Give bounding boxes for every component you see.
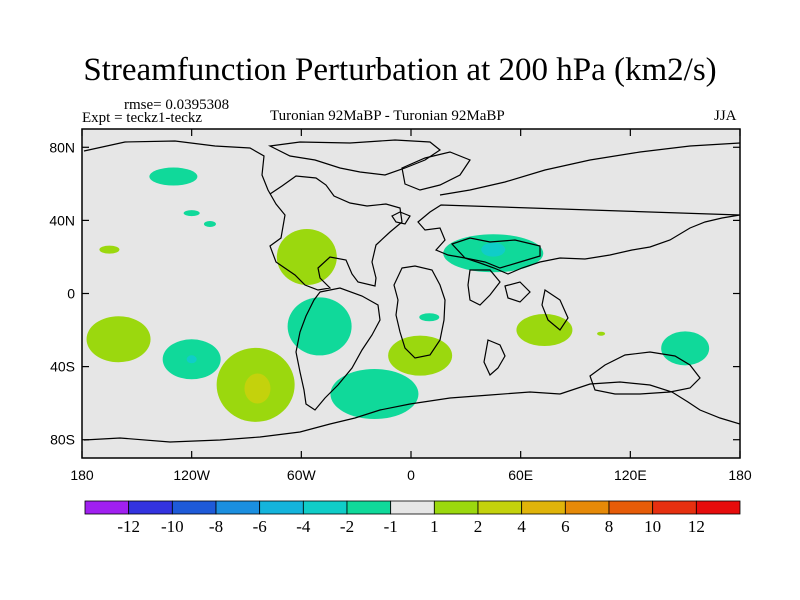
- y-tick-label: 80S: [50, 432, 75, 448]
- coastlines: [83, 139, 740, 443]
- anomaly-region: [516, 314, 573, 347]
- anomaly-region: [481, 242, 506, 257]
- x-tick-label: 60W: [287, 467, 317, 483]
- colorbar-label: 2: [474, 517, 483, 536]
- colorbar-swatch: [259, 500, 304, 515]
- anomaly-region: [419, 313, 440, 322]
- rmse-label: rmse= 0.0395308: [124, 97, 230, 113]
- anomaly-region: [86, 316, 151, 363]
- colorbar-swatch: [171, 500, 217, 515]
- colorbar-swatch: [564, 500, 610, 515]
- colorbar-label: 8: [605, 517, 614, 536]
- anomaly-region: [149, 167, 198, 186]
- colorbar-swatch: [433, 500, 479, 515]
- anomaly-region: [99, 245, 120, 254]
- colorbar-label: -2: [340, 517, 354, 536]
- anomaly-region: [244, 373, 271, 404]
- colorbar-swatch: [521, 500, 566, 515]
- experiment-label: Expt = teckz1-teckz: [82, 110, 203, 126]
- anomaly-region: [276, 228, 337, 285]
- y-tick-label: 0: [67, 286, 75, 302]
- colorbar-swatch: [215, 500, 261, 515]
- colorbar: -12 -10 -8 -6 -4 -2 -1 1 2 4 6 8 10 12: [84, 500, 741, 536]
- colorbar-label: -4: [296, 517, 311, 536]
- period-label: Turonian 92MaBP - Turonian 92MaBP: [270, 108, 505, 124]
- colorbar-swatch: [302, 500, 348, 515]
- anomaly-region: [388, 335, 453, 376]
- colorbar-label: 12: [688, 517, 705, 536]
- colorbar-label: 4: [517, 517, 526, 536]
- y-tick-label: 40S: [50, 359, 75, 375]
- colorbar-label: -1: [384, 517, 398, 536]
- colorbar-label: -8: [209, 517, 223, 536]
- colorbar-swatch: [608, 500, 654, 515]
- longitude-axis: 180 120W 60W 0 60E 120E 180: [70, 129, 752, 483]
- colorbar-label: -12: [117, 517, 140, 536]
- colorbar-label: 6: [561, 517, 570, 536]
- latitude-axis: 80N 40N 0 40S 80S: [49, 139, 740, 448]
- x-tick-label: 0: [407, 467, 415, 483]
- x-tick-label: 180: [728, 467, 752, 483]
- colorbar-swatch: [390, 500, 435, 515]
- colorbar-label: -10: [161, 517, 184, 536]
- anomaly-region: [597, 331, 606, 336]
- anomaly-region: [661, 331, 710, 366]
- x-tick-label: 120W: [173, 467, 210, 483]
- season-label: JJA: [714, 108, 737, 124]
- y-tick-label: 80N: [49, 139, 75, 155]
- colorbar-swatch: [128, 500, 173, 515]
- colorbar-swatch: [652, 500, 697, 515]
- x-tick-label: 120E: [614, 467, 647, 483]
- anomaly-region: [183, 210, 200, 217]
- anomaly-region: [186, 355, 197, 364]
- colorbar-swatch: [84, 500, 130, 515]
- anomaly-region: [287, 297, 352, 356]
- x-tick-label: 180: [70, 467, 94, 483]
- colorbar-swatch: [695, 500, 741, 515]
- y-tick-label: 40N: [49, 212, 75, 228]
- x-tick-label: 60E: [508, 467, 533, 483]
- colorbar-swatch: [477, 500, 523, 515]
- anomaly-layer: [86, 167, 710, 422]
- colorbar-label: 10: [644, 517, 661, 536]
- colorbar-label: 1: [430, 517, 439, 536]
- anomaly-region: [203, 221, 216, 228]
- plot-title: Streamfunction Perturbation at 200 hPa (…: [83, 52, 717, 88]
- colorbar-swatch: [346, 500, 392, 515]
- colorbar-label: -6: [253, 517, 267, 536]
